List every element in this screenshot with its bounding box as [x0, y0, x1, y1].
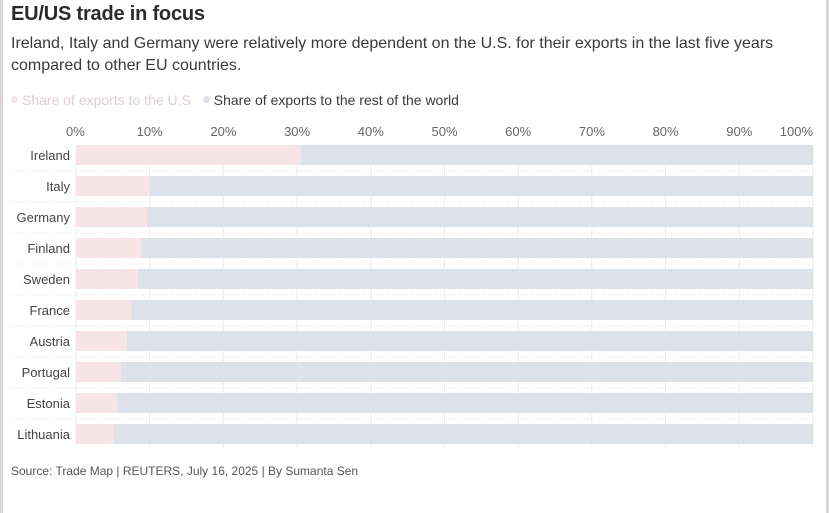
legend-label-rest: Share of exports to the rest of the worl… — [213, 92, 459, 108]
bar-segment-rest — [300, 145, 813, 165]
category-label: Austria — [30, 334, 71, 349]
category-label: Finland — [27, 241, 70, 256]
legend-swatch-rest — [202, 96, 210, 103]
x-tick-label: 50% — [431, 124, 457, 139]
x-tick-label: 0% — [66, 124, 85, 139]
bar-segment-rest — [120, 362, 813, 382]
bar-segment-us — [76, 424, 114, 444]
x-tick-label: 60% — [505, 124, 531, 139]
category-label: France — [30, 303, 70, 318]
left-border — [0, 0, 3, 513]
legend-label-us: Share of exports to the U.S — [22, 92, 191, 108]
bar-segment-us — [76, 145, 301, 165]
bar-segment-rest — [113, 424, 814, 444]
category-label: Ireland — [30, 148, 70, 163]
chart-title: EU/US trade in focus — [11, 3, 205, 25]
x-tick-label: 100% — [780, 124, 814, 139]
bar-segment-rest — [146, 207, 813, 227]
bar-segment-us — [76, 331, 127, 351]
right-scrollbar[interactable] — [826, 0, 829, 513]
category-label: Lithuania — [17, 427, 71, 442]
x-tick-label: 20% — [210, 124, 236, 139]
bar-segment-us — [76, 362, 121, 382]
bar-segment-rest — [137, 269, 813, 289]
legend-item-us: Share of exports to the U.S — [11, 92, 191, 108]
bar-segment-us — [76, 207, 147, 227]
category-label: Estonia — [27, 396, 71, 411]
bar-segment-rest — [117, 393, 814, 413]
x-tick-label: 70% — [579, 124, 605, 139]
x-tick-label: 80% — [653, 124, 679, 139]
bar-segment-rest — [149, 176, 813, 196]
bar-segment-us — [76, 269, 138, 289]
x-tick-label: 10% — [137, 124, 163, 139]
legend-swatch-us — [11, 96, 18, 103]
stacked-bar-chart: 0% 10% 20% 30% 40% 50% 60% 70% 80% 90% 100% Ireland… — [11, 124, 814, 447]
x-tick-label: 30% — [284, 124, 310, 139]
chart-subtitle: Ireland, Italy and Germany were relative… — [11, 35, 774, 74]
bar-segment-rest — [131, 300, 813, 320]
category-label: Italy — [46, 179, 70, 194]
bar-segment-us — [76, 176, 150, 196]
bar-segment-rest — [141, 238, 813, 258]
bar-segment-rest — [126, 331, 813, 351]
x-tick-label: 40% — [358, 124, 384, 139]
category-label: Portugal — [22, 365, 71, 380]
source-note: Source: Trade Map | REUTERS, July 16, 20… — [11, 464, 359, 478]
bar-segment-us — [76, 238, 142, 258]
bar-segment-us — [76, 300, 132, 320]
category-label: Sweden — [23, 272, 70, 287]
category-label: Germany — [17, 210, 71, 225]
bar-segment-us — [76, 393, 118, 413]
x-tick-label: 90% — [726, 124, 752, 139]
legend-item-rest: Share of exports to the rest of the worl… — [202, 92, 459, 108]
legend: Share of exports to the U.S Share of exp… — [11, 92, 467, 108]
